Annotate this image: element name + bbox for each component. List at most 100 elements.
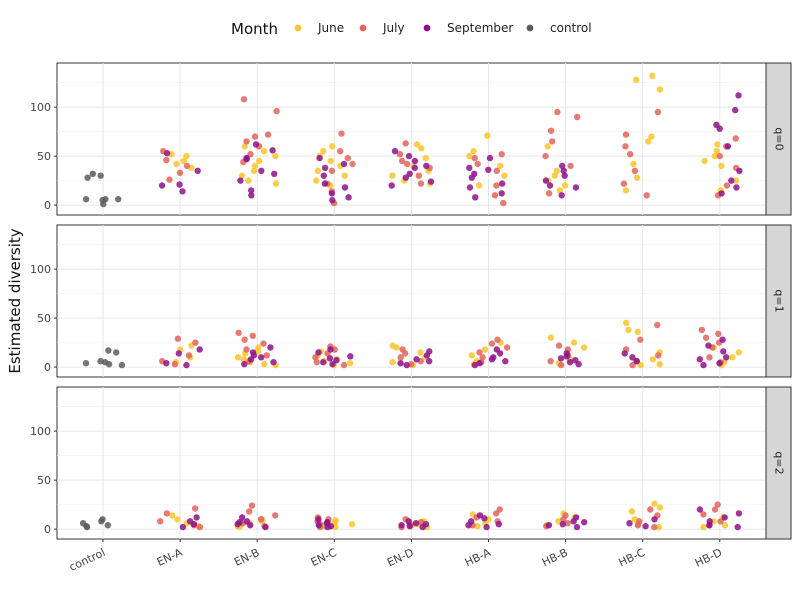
data-point [564, 520, 571, 527]
data-point [196, 346, 203, 353]
data-point [403, 361, 410, 369]
data-point [97, 172, 104, 179]
data-point [567, 162, 574, 170]
data-point [626, 520, 633, 527]
data-point [163, 510, 170, 517]
data-point [250, 167, 258, 174]
data-point [413, 141, 421, 148]
legend-label-september: September [447, 21, 513, 35]
data-point [502, 358, 509, 365]
data-point [558, 192, 565, 199]
data-point [191, 505, 199, 512]
data-point [716, 125, 723, 132]
data-point [721, 522, 729, 529]
data-point [733, 184, 740, 191]
data-point [344, 154, 351, 162]
data-point [320, 172, 327, 179]
data-point [468, 352, 476, 359]
data-point [340, 160, 348, 168]
data-point [316, 154, 323, 162]
data-point [732, 106, 739, 114]
y-tick-label: 50 [37, 474, 51, 487]
data-point [561, 172, 568, 179]
legend-label-control: control [550, 21, 592, 35]
data-point [82, 196, 90, 203]
data-point [475, 182, 483, 189]
data-point [175, 350, 182, 357]
data-point [570, 339, 578, 346]
data-point [315, 522, 322, 529]
data-point [397, 354, 404, 361]
data-point [84, 174, 91, 181]
data-point [337, 148, 344, 155]
data-point [574, 113, 581, 121]
legend-label-july: July [382, 21, 405, 35]
data-point [623, 319, 630, 327]
data-point [633, 174, 641, 181]
data-point [486, 154, 494, 162]
data-point [629, 361, 636, 369]
data-point [423, 162, 430, 170]
data-point [422, 154, 429, 162]
facet-strip-1 [765, 62, 792, 216]
data-point [488, 356, 496, 363]
data-point [328, 190, 336, 197]
y-tick-label: 100 [30, 101, 51, 114]
data-point [716, 360, 723, 367]
data-point [196, 523, 204, 531]
data-point [264, 131, 272, 138]
data-point [258, 167, 265, 174]
x-tick-label: HB-C [617, 546, 648, 570]
data-point [243, 154, 250, 162]
data-point [637, 361, 644, 369]
data-point [630, 160, 637, 168]
data-point [503, 344, 511, 351]
data-point [406, 523, 413, 530]
data-point [656, 504, 664, 511]
data-point [171, 361, 179, 368]
data-point [183, 162, 191, 170]
data-point [719, 336, 726, 343]
data-point [656, 361, 663, 368]
data-point [734, 523, 741, 531]
data-point [563, 350, 570, 357]
data-point [491, 192, 499, 199]
data-point [573, 523, 581, 531]
data-point [176, 181, 183, 188]
data-point [700, 523, 707, 531]
data-point [263, 352, 270, 359]
data-point [183, 361, 190, 369]
data-point [559, 521, 566, 528]
data-point [724, 143, 732, 150]
data-point [637, 336, 644, 343]
x-tick-label: HB-B [540, 546, 570, 569]
data-point [391, 148, 399, 155]
facet-strip-label: q=1 [773, 289, 786, 312]
data-point [315, 516, 322, 523]
data-point [257, 516, 265, 523]
data-point [696, 356, 703, 363]
data-point [163, 150, 171, 157]
data-point [732, 177, 740, 184]
data-point [498, 190, 505, 197]
data-point [272, 512, 279, 519]
data-point [620, 180, 628, 187]
data-point [269, 147, 276, 154]
data-point [554, 108, 561, 116]
data-point [250, 352, 258, 359]
data-point [718, 190, 725, 197]
data-point [398, 522, 405, 529]
data-point [555, 342, 563, 349]
data-point [649, 356, 657, 363]
y-tick-label: 100 [30, 263, 51, 276]
data-point [186, 518, 194, 525]
data-point [415, 172, 422, 179]
data-point [402, 350, 409, 357]
data-point [180, 157, 187, 165]
data-point [260, 340, 267, 347]
legend-label-june: June [317, 21, 344, 35]
data-point [312, 354, 319, 361]
data-point [622, 187, 629, 194]
data-point [721, 514, 728, 521]
data-point [321, 164, 329, 172]
